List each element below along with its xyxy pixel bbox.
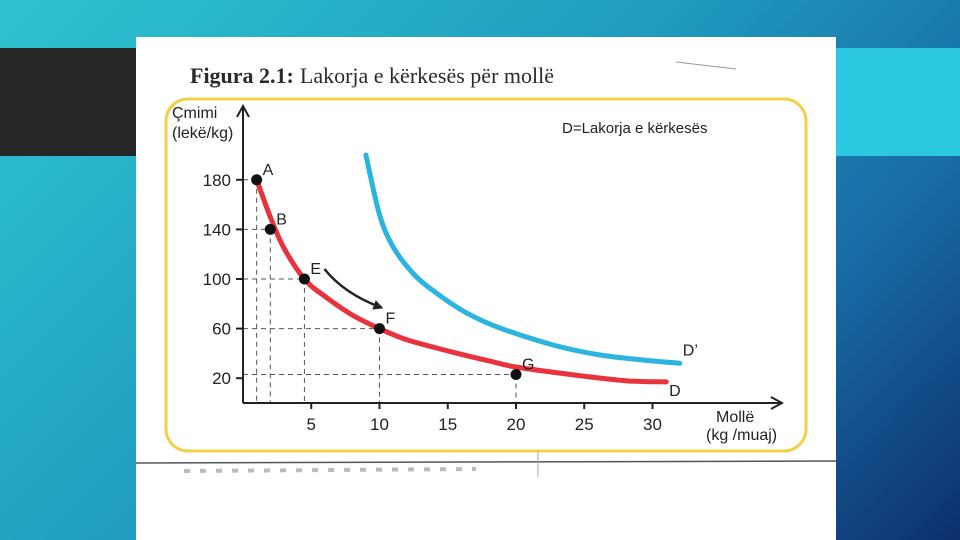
y-tick-label-180: 180 <box>203 171 231 190</box>
y-tick-label-100: 100 <box>203 270 231 289</box>
movement-arrow <box>323 268 384 310</box>
dark-accent-band <box>0 48 136 156</box>
page-text-fragment <box>183 467 477 473</box>
plot-area: 20 60 100 140 180 5 10 15 20 25 30 D D’ A B E F G <box>203 107 781 434</box>
demand-curve-d-prime <box>363 152 683 366</box>
slide-content: Figura 2.1: Lakorja e kërkesës për mollë … <box>136 37 836 540</box>
y-tick-label-60: 60 <box>212 320 231 339</box>
legend-text: D=Lakorja e kërkesës <box>562 120 708 137</box>
point-b <box>264 223 276 235</box>
figure-title-prefix: Figura 2.1: <box>190 63 294 88</box>
y-axis-label-line1: Çmimi <box>172 105 217 122</box>
curve-label-d: D <box>669 383 681 400</box>
point-label-f: F <box>386 311 396 328</box>
demand-chart: Figura 2.1: Lakorja e kërkesës për mollë … <box>136 61 836 477</box>
point-a <box>251 174 263 186</box>
point-g <box>510 368 522 380</box>
x-tick-label-5: 5 <box>307 415 316 434</box>
x-tick-label-10: 10 <box>370 415 389 434</box>
y-tick-label-140: 140 <box>203 220 231 239</box>
scan-mark <box>675 61 737 70</box>
figure-title: Figura 2.1: Lakorja e kërkesës për mollë <box>190 63 554 88</box>
x-tick-label-25: 25 <box>575 415 594 434</box>
y-axis-label-line2: (lekë/kg) <box>172 125 233 142</box>
curve-label-d-prime: D’ <box>683 342 698 359</box>
x-tick-label-15: 15 <box>438 415 457 434</box>
point-label-g: G <box>522 356 534 373</box>
point-e <box>298 273 310 285</box>
chart-frame <box>164 97 808 453</box>
page-edge-line <box>136 460 836 464</box>
point-label-e: E <box>310 261 321 278</box>
x-tick-label-20: 20 <box>507 415 526 434</box>
y-tick-label-20: 20 <box>212 369 231 388</box>
point-label-b: B <box>276 211 287 228</box>
x-tick-label-30: 30 <box>643 415 662 434</box>
x-axis-label-line1: Mollë <box>716 409 754 426</box>
cyan-accent-band <box>836 48 960 156</box>
point-label-a: A <box>263 162 274 179</box>
point-f <box>374 323 385 335</box>
x-axis-label-line2: (kg /muaj) <box>706 427 777 444</box>
figure-title-text: Lakorja e kërkesës për mollë <box>300 63 554 88</box>
demand-curve-d <box>254 177 669 385</box>
